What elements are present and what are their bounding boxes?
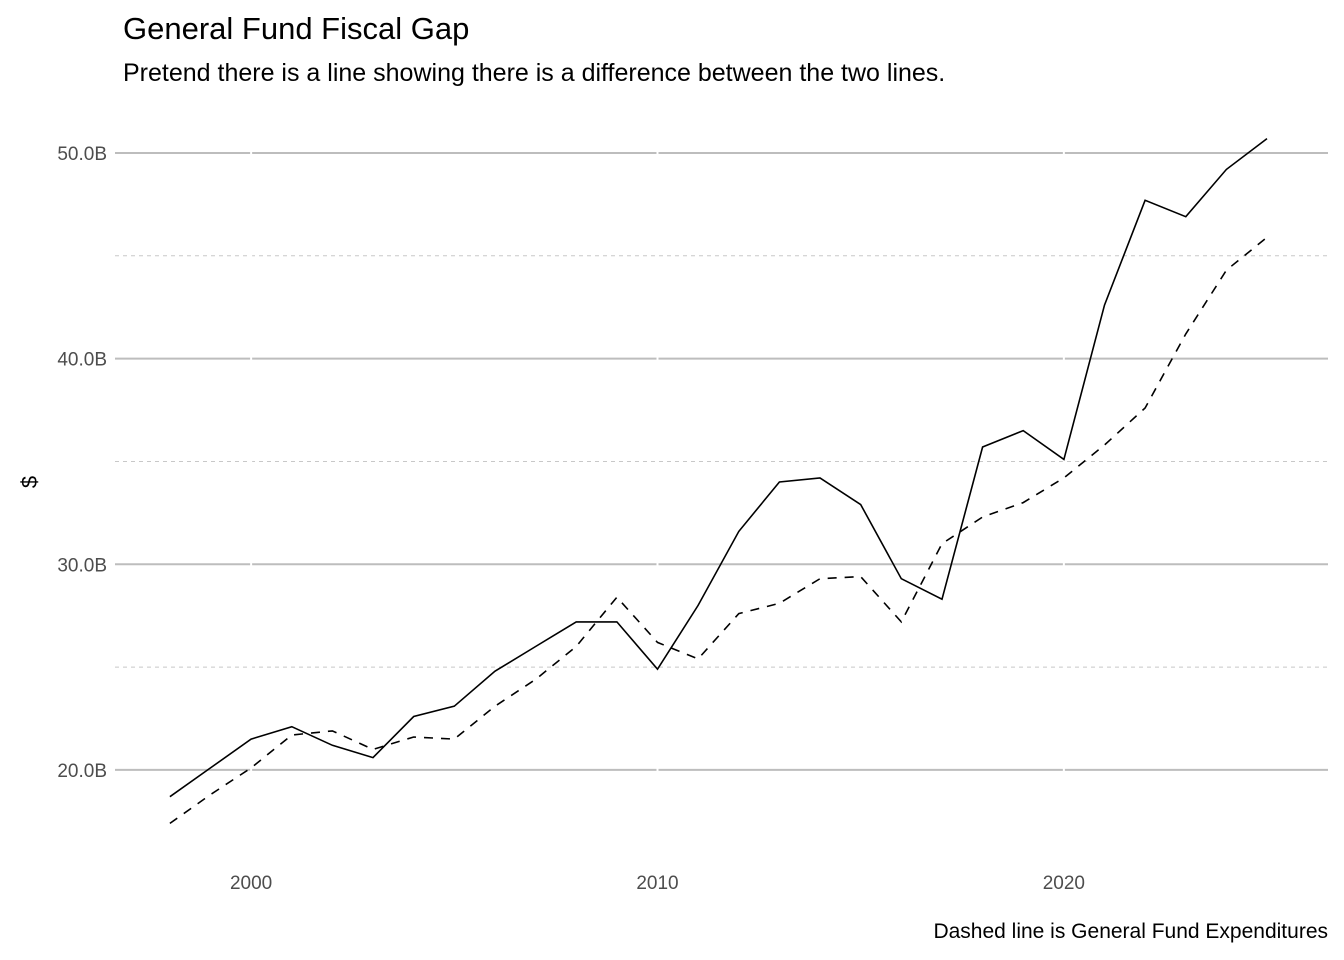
y-tick-label: 30.0B xyxy=(57,555,107,576)
series-lines xyxy=(169,137,1268,825)
x-tick-label: 2020 xyxy=(1043,873,1085,894)
x-tick-label: 2010 xyxy=(636,873,678,894)
x-tick-label: 2000 xyxy=(230,873,272,894)
major-gridlines xyxy=(115,151,1328,771)
y-tick-label: 20.0B xyxy=(57,761,107,782)
chart-title: General Fund Fiscal Gap xyxy=(123,11,470,46)
chart-caption: Dashed line is General Fund Expenditures xyxy=(933,920,1328,943)
x-axis-ticks: 2000 2010 2020 xyxy=(230,873,1085,894)
y-tick-label: 50.0B xyxy=(57,144,107,165)
revenues-line xyxy=(169,137,1268,798)
y-tick-label: 40.0B xyxy=(57,350,107,371)
minor-gridlines xyxy=(115,255,1328,668)
chart-subtitle: Pretend there is a line showing there is… xyxy=(123,59,946,87)
y-axis-ticks: 20.0B 30.0B 40.0B 50.0B xyxy=(57,144,107,782)
vertical-gridlines xyxy=(250,133,1065,845)
expenditures-line xyxy=(169,236,1268,825)
